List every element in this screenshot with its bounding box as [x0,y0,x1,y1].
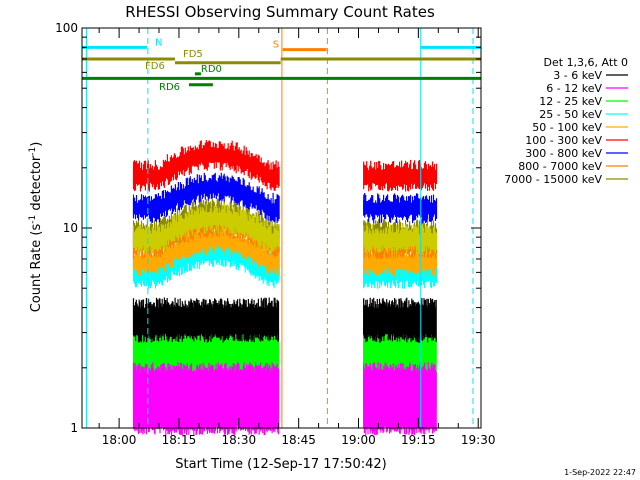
legend-entry-label: 800 - 7000 keV [518,160,602,173]
x-tick-label: 18:00 [102,433,137,447]
series-band [132,362,280,436]
flag-label: RD0 [201,64,222,75]
legend-title: Det 1,3,6, Att 0 [544,56,628,69]
x-tick-label: 19:30 [461,433,496,447]
legend-entry-label: 100 - 300 keV [525,134,602,147]
x-tick-label: 18:30 [222,433,257,447]
legend-entry-label: 3 - 6 keV [553,69,602,82]
series-extra [132,203,438,255]
series-1 [132,362,437,436]
y-tick-label: 1 [70,421,78,435]
y-tick-label: 10 [63,221,78,235]
series-6 [132,172,438,224]
flag-label: S [273,40,279,51]
chart-title: RHESSI Observing Summary Count Rates [125,3,435,21]
x-tick-label: 19:15 [401,433,436,447]
generation-timestamp: 1-Sep-2022 22:47 [564,468,636,477]
x-axis-label: Start Time (12-Sep-17 17:50:42) [175,457,386,472]
flag-label: FD6 [145,61,165,72]
y-tick-label: 100 [55,21,78,35]
series-5 [132,140,438,192]
x-tick-label: 18:15 [162,433,197,447]
series-4 [132,225,438,277]
legend-entry-label: 300 - 800 keV [525,147,602,160]
legend-entry-label: 6 - 12 keV [546,82,602,95]
series-0 [132,297,437,343]
x-tick-label: 19:00 [341,433,376,447]
flag-label: N [155,37,162,48]
legend-entry-label: 12 - 25 keV [539,95,602,108]
legend-entry-label: 25 - 50 keV [539,108,602,121]
flag-label: RD6 [159,82,180,93]
x-tick-label: 18:45 [281,433,316,447]
series-band [363,362,437,436]
legend-entry-label: 50 - 100 keV [532,121,602,134]
flag-label: FD5 [183,49,203,60]
y-axis-label: Count Rate (s-1 detector-1) [28,142,44,313]
axes-frame: 1 10 100 18:00 18:15 18:30 18:45 19:00 19:15 19:3… [55,21,495,447]
legend-entry-label: 7000 - 15000 keV [504,173,602,186]
plot-area: N S FD5 FD6 RD0 RD6 [82,28,481,436]
